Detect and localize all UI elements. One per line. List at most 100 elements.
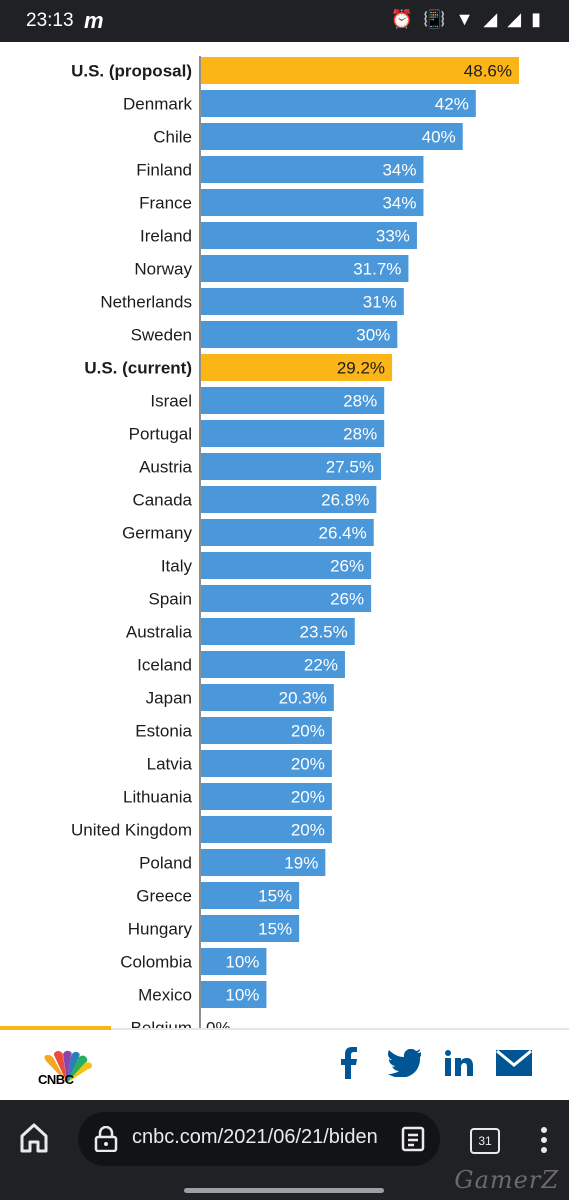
status-time: 23:13 (26, 10, 74, 31)
value-label: 48.6% (464, 62, 512, 81)
bar-finland (201, 156, 424, 183)
value-label: 10% (225, 986, 259, 1005)
value-label: 19% (284, 854, 318, 873)
category-label: Portugal (129, 425, 192, 444)
value-label: 26% (330, 590, 364, 609)
email-icon[interactable] (496, 1046, 532, 1080)
category-label: U.S. (proposal) (71, 62, 192, 81)
lock-icon[interactable] (94, 1126, 118, 1152)
category-label: Greece (136, 887, 192, 906)
category-label: Hungary (128, 920, 193, 939)
category-label: Israel (150, 392, 192, 411)
value-label: 20% (291, 821, 325, 840)
value-label: 26.8% (321, 491, 369, 510)
tabs-button[interactable]: 31 (470, 1128, 500, 1154)
value-label: 34% (382, 161, 416, 180)
bar-denmark (201, 90, 476, 117)
bar-israel (201, 387, 385, 414)
gesture-nav-handle[interactable] (184, 1188, 384, 1193)
value-label: 26.4% (319, 524, 367, 543)
cnbc-wordmark: CNBC (38, 1072, 74, 1087)
category-label: Latvia (147, 755, 193, 774)
bar-poland (201, 849, 326, 876)
vibrate-icon: 📳 (423, 9, 446, 29)
address-bar[interactable]: cnbc.com/2021/06/21/biden (78, 1112, 440, 1166)
value-label: 31.7% (353, 260, 401, 279)
category-label: United Kingdom (71, 821, 192, 840)
linkedin-icon[interactable] (444, 1046, 474, 1080)
bar-united-kingdom (201, 816, 332, 843)
bar-france (201, 189, 424, 216)
bar-netherlands (201, 288, 404, 315)
bar-lithuania (201, 783, 332, 810)
value-label: 42% (435, 95, 469, 114)
value-label: 28% (343, 425, 377, 444)
value-label: 20% (291, 788, 325, 807)
bar-japan (201, 684, 334, 711)
bar-u-s-current (201, 354, 393, 381)
value-label: 26% (330, 557, 364, 576)
category-label: Austria (139, 458, 192, 477)
reader-mode-icon[interactable] (400, 1126, 426, 1152)
category-label: Iceland (137, 656, 192, 675)
watermark: GamerZ (454, 1166, 559, 1194)
category-label: Mexico (138, 986, 192, 1005)
bar-u-s-proposal (201, 57, 519, 84)
value-label: 28% (343, 392, 377, 411)
cnbc-peacock-logo-icon[interactable] (36, 1040, 98, 1096)
category-label: Spain (149, 590, 192, 609)
value-label: 20.3% (279, 689, 327, 708)
twitter-icon[interactable] (387, 1046, 421, 1080)
category-label: U.S. (current) (84, 359, 192, 378)
category-label: France (139, 194, 192, 213)
share-bar: CNBC (0, 1030, 569, 1100)
wifi-icon: ▼ (455, 9, 474, 29)
category-label: Japan (146, 689, 192, 708)
facebook-icon[interactable] (336, 1046, 360, 1080)
alarm-icon: ⏰ (390, 9, 414, 29)
value-label: 23.5% (300, 623, 348, 642)
category-label: Germany (122, 524, 192, 543)
category-label: Colombia (120, 953, 192, 972)
category-label: Ireland (140, 227, 192, 246)
value-label: 20% (291, 755, 325, 774)
value-label: 15% (258, 887, 292, 906)
bar-germany (201, 519, 374, 546)
tax-rate-bar-chart: U.S. (proposal) 48.6% Denmark 42% Chile 40% Fi… (0, 42, 569, 1028)
bar-canada (201, 486, 377, 513)
bar-portugal (201, 420, 385, 447)
value-label: 0% (206, 1019, 231, 1029)
bar-colombia (201, 948, 267, 975)
bar-sweden (201, 321, 398, 348)
chart-svg: U.S. (proposal) 48.6% Denmark 42% Chile 40% Fi… (71, 56, 519, 1029)
app-logo-icon: m (84, 8, 104, 33)
status-icons: ⏰ 📳 ▼ ◢ ◢ ▮ (391, 9, 541, 30)
bar-norway (201, 255, 409, 282)
accent-line (0, 1026, 111, 1030)
signal-2-icon: ◢ (507, 9, 522, 29)
status-bar: 23:13 m ⏰ 📳 ▼ ◢ ◢ ▮ (0, 0, 569, 42)
bar-chile (201, 123, 463, 150)
bar-italy (201, 552, 372, 579)
overflow-menu-icon[interactable] (530, 1124, 558, 1156)
bar-hungary (201, 915, 300, 942)
value-label: 29.2% (337, 359, 385, 378)
url-text[interactable]: cnbc.com/2021/06/21/biden (132, 1126, 378, 1148)
bar-ireland (201, 222, 417, 249)
home-icon[interactable] (16, 1120, 52, 1156)
bar-australia (201, 618, 355, 645)
bar-estonia (201, 717, 332, 744)
value-label: 20% (291, 722, 325, 741)
value-label: 22% (304, 656, 338, 675)
value-label: 30% (356, 326, 390, 345)
category-label: Netherlands (100, 293, 192, 312)
category-label: Lithuania (123, 788, 193, 807)
category-label: Canada (132, 491, 192, 510)
bar-mexico (201, 981, 267, 1008)
bar-iceland (201, 651, 345, 678)
category-label: Denmark (123, 95, 192, 114)
category-label: Norway (134, 260, 192, 279)
category-label: Australia (126, 623, 193, 642)
value-label: 31% (363, 293, 397, 312)
value-label: 15% (258, 920, 292, 939)
